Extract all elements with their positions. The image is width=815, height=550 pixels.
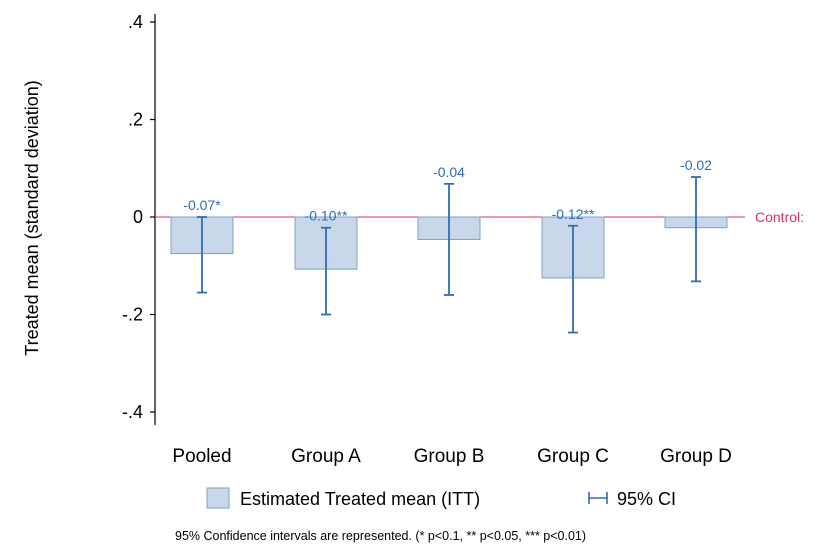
legend-errorbar-swatch	[588, 492, 608, 504]
y-tick-label: 0	[133, 207, 143, 227]
legend-bar-swatch	[206, 487, 230, 509]
legend-errorbar-label: 95% CI	[617, 489, 676, 509]
data-label: -0.04	[433, 164, 465, 180]
x-tick-label: Pooled	[172, 446, 231, 467]
y-ticks: .4 .2 0 -.2 -.4	[122, 12, 155, 422]
data-labels: -0.07* -0.10** -0.04 -0.12** -0.02	[183, 157, 712, 224]
data-label: -0.12**	[552, 206, 595, 222]
x-tick-label: Group C	[537, 446, 609, 467]
x-tick-label: Group B	[414, 446, 485, 467]
control-reference-label: Control:	[755, 209, 804, 225]
y-tick-label: .2	[128, 110, 143, 130]
footnote: 95% Confidence intervals are represented…	[175, 529, 586, 543]
y-axis-label: Treated mean (standard deviation)	[22, 80, 42, 355]
data-label: -0.10**	[305, 208, 348, 224]
x-tick-label: Group A	[291, 446, 361, 467]
y-tick-label: -.4	[122, 402, 143, 422]
error-bars	[197, 176, 701, 334]
x-tick-labels: Pooled Group A Group B Group C Group D	[172, 446, 731, 467]
data-label: -0.02	[680, 157, 712, 173]
legend: Estimated Treated mean (ITT) 95% CI	[206, 487, 676, 509]
data-label: -0.07*	[183, 197, 221, 213]
legend-bar-label: Estimated Treated mean (ITT)	[240, 489, 480, 509]
y-tick-label: -.2	[122, 305, 143, 325]
x-tick-label: Group D	[660, 446, 732, 467]
y-tick-label: .4	[128, 12, 143, 32]
